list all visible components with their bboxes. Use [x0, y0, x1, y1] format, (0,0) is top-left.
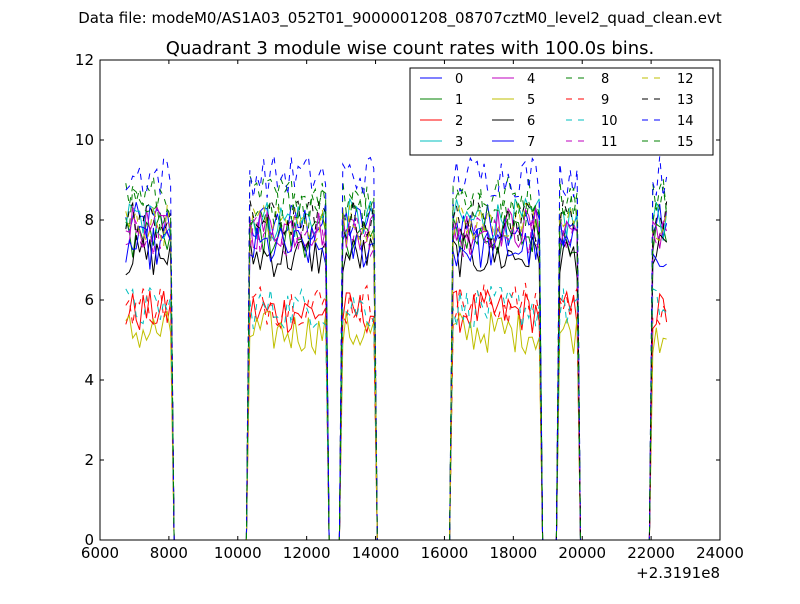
series-line-2 [125, 288, 668, 541]
legend-label-1: 1 [455, 93, 463, 108]
x-tick-label: 16000 [421, 544, 469, 562]
x-tick-label: 20000 [558, 544, 606, 562]
y-tick-label: 4 [84, 371, 94, 389]
legend-label-11: 11 [601, 135, 618, 150]
legend-label-12: 12 [677, 72, 694, 87]
legend-label-6: 6 [527, 114, 535, 129]
series-layer [125, 154, 668, 541]
legend-label-14: 14 [677, 114, 694, 129]
x-tick-label: 14000 [352, 544, 400, 562]
legend-label-10: 10 [601, 114, 618, 129]
series-line-7 [125, 225, 667, 541]
legend-label-0: 0 [455, 72, 463, 87]
series-line-6 [125, 233, 667, 541]
x-tick-label: 10000 [214, 544, 262, 562]
legend-label-8: 8 [601, 72, 609, 87]
y-tick-label: 10 [75, 131, 94, 149]
y-tick-label: 6 [84, 291, 94, 309]
series-line-3 [125, 197, 668, 541]
legend-label-2: 2 [455, 114, 463, 129]
legend-label-3: 3 [455, 135, 463, 150]
tick-layer: 6000 8000 10000 12000 14000 16000 18000 20000 22… [75, 51, 744, 562]
series-line-15 [125, 185, 668, 541]
series-line-13 [125, 198, 668, 541]
series-line-12 [125, 201, 668, 541]
series-line-1 [125, 212, 668, 541]
x-tick-label: 24000 [696, 544, 744, 562]
legend-label-4: 4 [527, 72, 535, 87]
x-tick-label: 18000 [489, 544, 537, 562]
legend-label-9: 9 [601, 93, 609, 108]
legend-label-13: 13 [677, 93, 694, 108]
y-tick-label: 2 [84, 451, 94, 469]
series-line-9 [125, 282, 668, 541]
series-line-5 [125, 310, 667, 541]
series-line-11 [125, 214, 668, 541]
legend-label-15: 15 [677, 135, 694, 150]
x-tick-label: 12000 [283, 544, 331, 562]
series-line-14 [125, 154, 668, 541]
series-line-10 [125, 286, 667, 541]
chart-title: Quadrant 3 module wise count rates with … [166, 38, 655, 59]
series-line-0 [125, 202, 668, 541]
x-tick-label: 22000 [627, 544, 675, 562]
y-tick-label: 8 [84, 211, 94, 229]
legend-label-5: 5 [527, 93, 535, 108]
y-tick-label: 0 [84, 531, 94, 549]
data-file-title: Data file: modeM0/AS1A03_052T01_90000012… [78, 9, 722, 27]
series-line-4 [125, 205, 668, 541]
x-tick-label: 6000 [81, 544, 119, 562]
legend-frame [409, 67, 714, 156]
y-tick-label: 12 [75, 51, 94, 69]
x-axis-offset-label: +2.3191e8 [636, 564, 720, 582]
x-tick-label: 8000 [150, 544, 188, 562]
legend-label-7: 7 [527, 135, 535, 150]
series-line-8 [125, 175, 668, 541]
